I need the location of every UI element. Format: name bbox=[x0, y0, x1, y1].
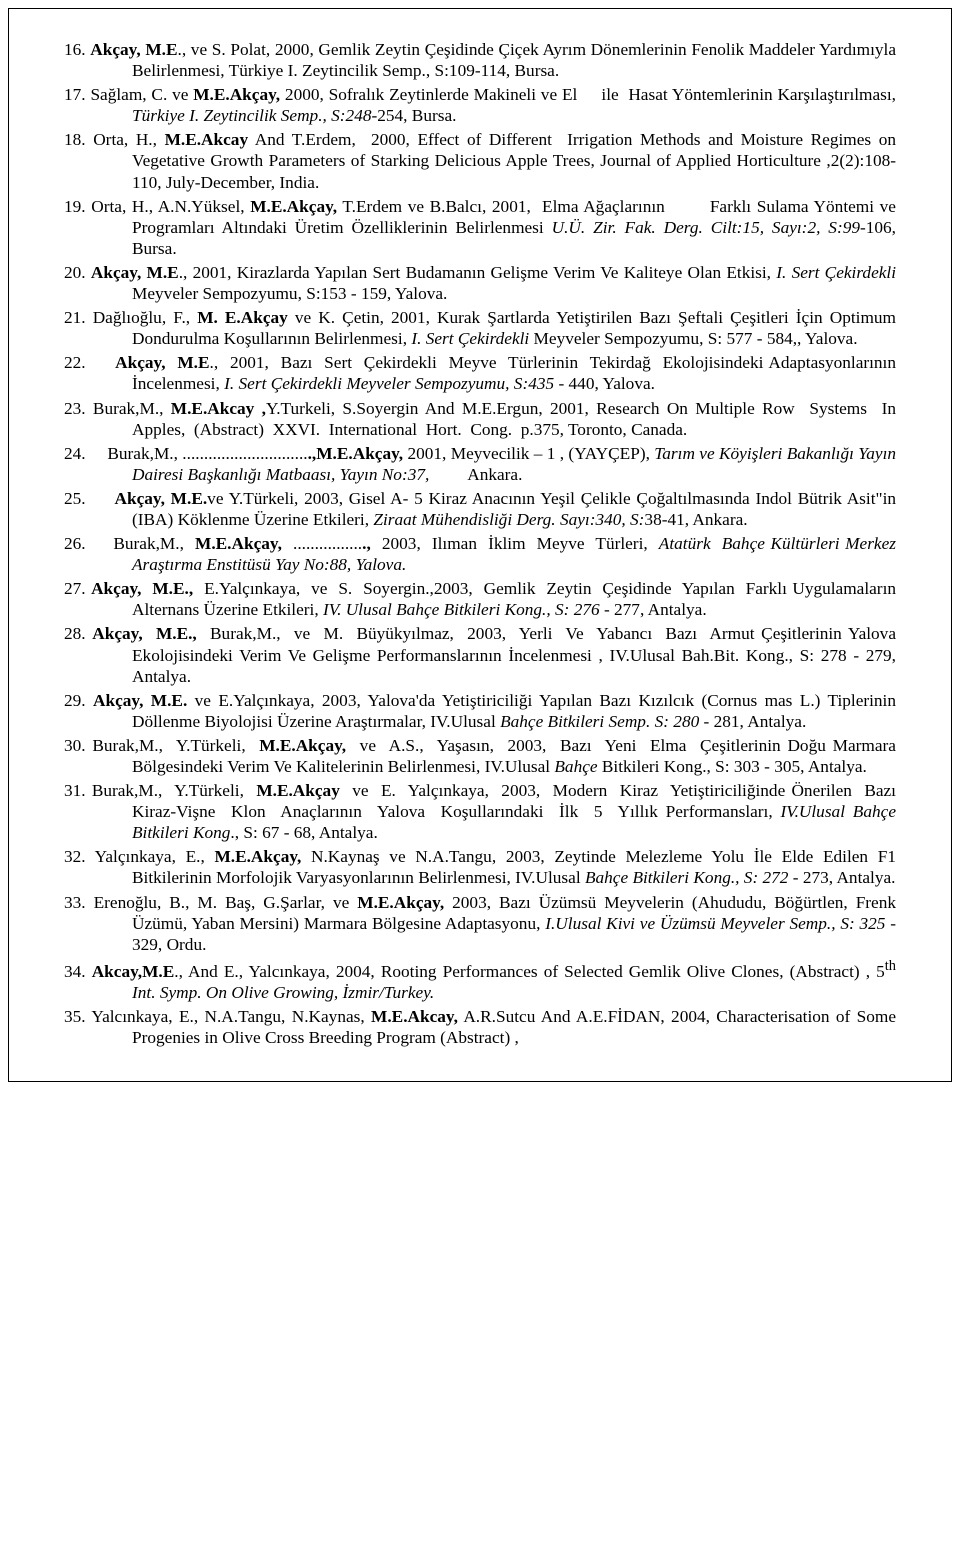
reference-number: 22. bbox=[64, 353, 92, 372]
page-frame: 16. Akçay, M.E., ve S. Polat, 2000, Geml… bbox=[8, 8, 952, 1082]
reference-number: 34. bbox=[64, 962, 92, 981]
reference-text: Burak,M., Y.Türkeli, M.E.Akçay, ve A.S.,… bbox=[92, 736, 900, 776]
reference-text: Burak,M., M.E.Akcay ,Y.Turkeli, S.Soyerg… bbox=[93, 399, 905, 439]
reference-number: 18. bbox=[64, 130, 93, 149]
reference-number: 17. bbox=[64, 85, 90, 104]
reference-item: 30. Burak,M., Y.Türkeli, M.E.Akçay, ve A… bbox=[64, 735, 896, 777]
reference-item: 20. Akçay, M.E., 2001, Kirazlarda Yapıla… bbox=[64, 262, 896, 304]
reference-text: Burak,M., Y.Türkeli, M.E.Akçay ve E. Yal… bbox=[92, 781, 905, 842]
reference-number: 30. bbox=[64, 736, 92, 755]
reference-item: 21. Dağlıoğlu, F., M. E.Akçay ve K. Çeti… bbox=[64, 307, 896, 349]
reference-text: Burak,M., M.E.Akçay, ................., … bbox=[91, 534, 900, 574]
reference-number: 29. bbox=[64, 691, 93, 710]
reference-item: 26. Burak,M., M.E.Akçay, ...............… bbox=[64, 533, 896, 575]
reference-number: 23. bbox=[64, 399, 93, 418]
reference-number: 19. bbox=[64, 197, 91, 216]
reference-item: 31. Burak,M., Y.Türkeli, M.E.Akçay ve E.… bbox=[64, 780, 896, 843]
reference-item: 29. Akçay, M.E. ve E.Yalçınkaya, 2003, Y… bbox=[64, 690, 896, 732]
reference-text: Erenoğlu, B., M. Baş, G.Şarlar, ve M.E.A… bbox=[94, 893, 901, 954]
reference-item: 32. Yalçınkaya, E., M.E.Akçay, N.Kaynaş … bbox=[64, 846, 896, 888]
reference-number: 35. bbox=[64, 1007, 91, 1026]
reference-text: Yalçınkaya, E., M.E.Akçay, N.Kaynaş ve N… bbox=[95, 847, 901, 887]
reference-number: 25. bbox=[64, 489, 91, 508]
reference-text: Akçay, M.E., Burak,M., ve M. Büyükyılmaz… bbox=[92, 624, 900, 685]
reference-item: 35. Yalcınkaya, E., N.A.Tangu, N.Kaynas,… bbox=[64, 1006, 896, 1048]
reference-item: 23. Burak,M., M.E.Akcay ,Y.Turkeli, S.So… bbox=[64, 398, 896, 440]
reference-item: 16. Akçay, M.E., ve S. Polat, 2000, Geml… bbox=[64, 39, 896, 81]
reference-number: 24. bbox=[64, 444, 90, 463]
reference-item: 27. Akçay, M.E., E.Yalçınkaya, ve S. Soy… bbox=[64, 578, 896, 620]
reference-item: 22. Akçay, M.E., 2001, Bazı Sert Çekirde… bbox=[64, 352, 896, 394]
reference-item: 19. Orta, H., A.N.Yüksel, M.E.Akçay, T.E… bbox=[64, 196, 896, 259]
reference-number: 28. bbox=[64, 624, 92, 643]
reference-item: 18. Orta, H., M.E.Akcay And T.Erdem, 200… bbox=[64, 129, 896, 192]
reference-text: Akçay, M.E., E.Yalçınkaya, ve S. Soyergi… bbox=[91, 579, 899, 619]
reference-number: 26. bbox=[64, 534, 91, 553]
reference-number: 27. bbox=[64, 579, 91, 598]
reference-text: Akcay,M.E., And E., Yalcınkaya, 2004, Ro… bbox=[92, 962, 901, 1002]
reference-text: Dağlıoğlu, F., M. E.Akçay ve K. Çetin, 2… bbox=[93, 308, 901, 348]
reference-item: 25. Akçay, M.E.ve Y.Türkeli, 2003, Gisel… bbox=[64, 488, 896, 530]
references-list: 16. Akçay, M.E., ve S. Polat, 2000, Geml… bbox=[64, 39, 896, 1048]
reference-number: 31. bbox=[64, 781, 92, 800]
reference-text: Akçay, M.E.ve Y.Türkeli, 2003, Gisel A- … bbox=[91, 489, 900, 529]
reference-number: 16. bbox=[64, 40, 90, 59]
reference-text: Akçay, M.E., ve S. Polat, 2000, Gemlik Z… bbox=[90, 40, 900, 80]
reference-text: Sağlam, C. ve M.E.Akçay, 2000, Sofralık … bbox=[90, 85, 900, 125]
reference-text: Orta, H., M.E.Akcay And T.Erdem, 2000, E… bbox=[93, 130, 900, 191]
reference-number: 20. bbox=[64, 263, 91, 282]
reference-item: 24. Burak,M., ..........................… bbox=[64, 443, 896, 485]
reference-number: 21. bbox=[64, 308, 93, 327]
reference-text: Burak,M., ..............................… bbox=[90, 444, 900, 484]
reference-number: 32. bbox=[64, 847, 95, 866]
reference-text: Akçay, M.E. ve E.Yalçınkaya, 2003, Yalov… bbox=[93, 691, 900, 731]
reference-item: 17. Sağlam, C. ve M.E.Akçay, 2000, Sofra… bbox=[64, 84, 896, 126]
reference-text: Akçay, M.E., 2001, Kirazlarda Yapılan Se… bbox=[91, 263, 900, 303]
reference-number: 33. bbox=[64, 893, 94, 912]
reference-text: Akçay, M.E., 2001, Bazı Sert Çekirdekli … bbox=[92, 353, 901, 393]
reference-item: 33. Erenoğlu, B., M. Baş, G.Şarlar, ve M… bbox=[64, 892, 896, 955]
reference-text: Yalcınkaya, E., N.A.Tangu, N.Kaynas, M.E… bbox=[91, 1007, 900, 1047]
reference-text: Orta, H., A.N.Yüksel, M.E.Akçay, T.Erdem… bbox=[91, 197, 900, 258]
reference-item: 34. Akcay,M.E., And E., Yalcınkaya, 2004… bbox=[64, 958, 896, 1003]
reference-item: 28. Akçay, M.E., Burak,M., ve M. Büyükyı… bbox=[64, 623, 896, 686]
